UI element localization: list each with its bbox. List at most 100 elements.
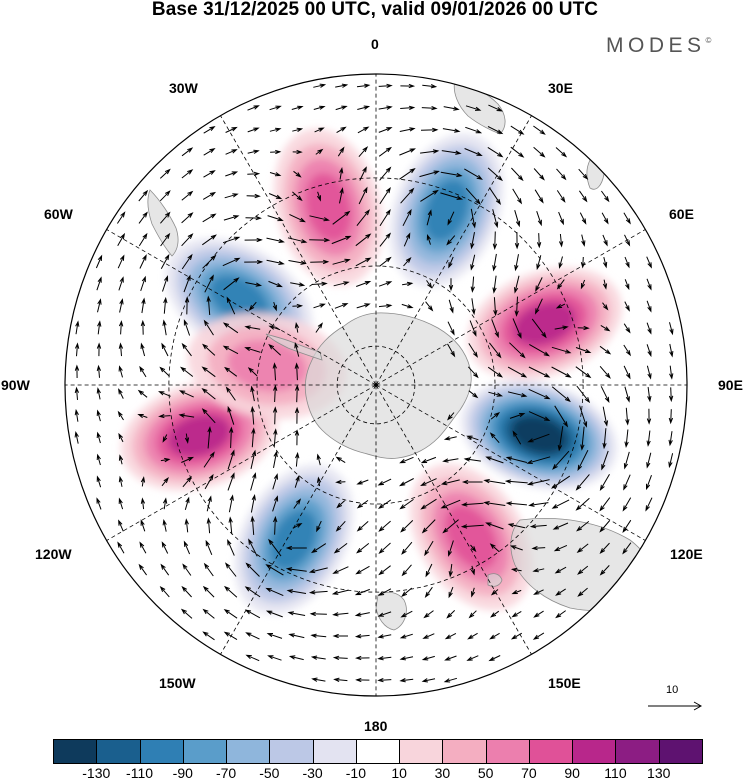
wind-arrow	[490, 610, 500, 618]
wind-arrow	[551, 346, 572, 354]
wind-arrow	[248, 538, 258, 557]
wind-arrow	[468, 390, 479, 399]
wind-arrow	[159, 190, 171, 202]
wind-arrow	[558, 256, 563, 269]
wind-arrow	[272, 473, 278, 490]
wind-arrow	[622, 542, 632, 555]
wind-arrow	[181, 147, 194, 157]
wind-arrow	[332, 566, 349, 574]
wind-arrow	[96, 276, 102, 291]
wind-arrow	[139, 541, 147, 554]
colorbar-tick-label: 50	[477, 765, 494, 781]
wind-arrow	[204, 274, 214, 293]
wind-arrow	[448, 563, 453, 578]
map-boundary	[64, 73, 688, 697]
wind-arrow	[289, 213, 306, 223]
wind-arrow	[181, 342, 192, 357]
wind-arrow	[315, 322, 323, 333]
wind-arrow	[331, 589, 349, 595]
wind-arrow	[332, 633, 348, 639]
wind-arrow	[335, 520, 346, 532]
wind-arrow	[399, 656, 414, 661]
wind-arrow	[295, 451, 300, 467]
wind-arrow	[224, 562, 237, 577]
wind-arrow	[74, 430, 79, 444]
wind-arrow	[228, 494, 234, 513]
wind-arrow	[356, 209, 371, 227]
tasmania	[487, 573, 503, 587]
wind-arrow	[227, 539, 235, 556]
wind-arrow	[316, 520, 322, 533]
wind-arrow	[602, 256, 608, 269]
colorbar-swatch	[615, 739, 660, 764]
wind-arrow	[182, 476, 193, 488]
wind-arrow	[487, 146, 504, 158]
wind-arrow	[440, 171, 463, 178]
wind-arrow	[140, 275, 146, 292]
wind-arrow	[551, 499, 570, 509]
wind-arrow	[599, 542, 610, 554]
wind-arrow	[422, 84, 438, 89]
label-0: 0	[371, 36, 379, 52]
wind-arrow	[646, 322, 652, 335]
wind-arrow	[288, 655, 304, 661]
wind-arrow	[533, 610, 544, 618]
wind-arrow	[96, 453, 101, 466]
wind-arrow	[244, 609, 261, 619]
wind-arrow	[556, 279, 565, 290]
wind-arrow	[225, 171, 239, 177]
wind-arrow	[266, 633, 283, 639]
wind-arrow	[420, 478, 437, 487]
wind-arrow	[223, 631, 238, 641]
wind-arrow	[118, 320, 124, 335]
wind-arrow	[293, 170, 302, 178]
wind-arrow	[490, 589, 499, 596]
wind-arrow	[269, 105, 282, 111]
colorbar-swatch	[485, 739, 530, 764]
wind-arrow	[250, 472, 257, 491]
wind-arrow	[529, 343, 550, 357]
wind-arrow	[316, 453, 321, 466]
wind-arrow	[339, 187, 344, 204]
wind-arrow	[535, 277, 543, 292]
wind-arrow	[74, 386, 80, 400]
wind-arrow	[504, 479, 528, 484]
wind-arrow	[377, 588, 392, 596]
wind-arrow	[426, 234, 431, 245]
wind-arrow	[532, 568, 545, 573]
wind-arrow	[400, 187, 415, 204]
wind-arrow	[554, 325, 569, 330]
wind-arrow	[602, 279, 608, 290]
colorbar-swatch	[226, 739, 271, 764]
wind-arrow	[552, 450, 570, 470]
wind-arrow	[355, 257, 372, 267]
wind-arrow	[160, 253, 170, 270]
wind-arrow	[402, 281, 414, 287]
wind-arrow	[138, 232, 148, 247]
new-zealand	[375, 591, 407, 631]
wind-arrow	[97, 298, 102, 313]
colorbar-swatch	[528, 739, 574, 764]
colorbar-swatch	[139, 739, 184, 764]
wind-arrow	[202, 343, 216, 356]
wind-arrow	[292, 303, 304, 309]
wind-arrow	[287, 611, 306, 616]
wind-arrow	[600, 190, 610, 203]
wind-arrow	[488, 391, 504, 397]
wind-arrow	[487, 167, 504, 182]
wind-arrow	[162, 518, 167, 532]
wind-arrow	[160, 563, 170, 576]
wind-arrow	[96, 475, 102, 488]
wind-arrow	[461, 479, 483, 485]
colorbar-swatch	[442, 739, 487, 764]
wind-arrow	[493, 297, 498, 317]
wind-arrow	[313, 303, 326, 309]
wind-arrow	[575, 366, 592, 379]
wind-arrow	[420, 456, 437, 464]
wind-arrow	[141, 297, 146, 314]
wind-arrow	[313, 105, 326, 110]
wind-arrow	[202, 191, 217, 200]
wind-arrow	[536, 211, 542, 227]
wind-arrow	[511, 610, 522, 618]
wind-arrow	[244, 586, 261, 598]
